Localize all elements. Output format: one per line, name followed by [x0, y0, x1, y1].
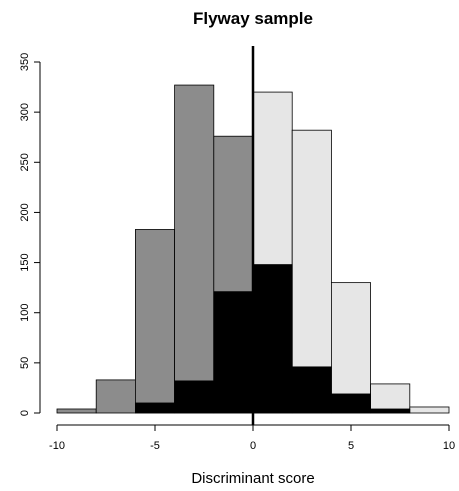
x-axis: -10 -5 0 5 10: [49, 424, 455, 452]
y-tick-label: 100: [19, 304, 31, 322]
x-tick-label: -5: [150, 440, 160, 452]
bar-series3-bin7: [291, 366, 332, 414]
x-axis-label: Discriminant score: [191, 470, 314, 487]
bar-series2-bin7: [291, 129, 332, 414]
bar-series3-bin5: [213, 291, 254, 414]
x-tick-label: 10: [443, 440, 455, 452]
y-tick-label: 350: [19, 53, 31, 71]
y-tick-label: 200: [19, 203, 31, 221]
y-tick-label: 50: [19, 357, 31, 369]
bar-series2-bin10: [409, 406, 450, 414]
bar-series1-bin2: [95, 379, 136, 414]
bars-group: [56, 84, 450, 414]
chart-title: Flyway sample: [193, 9, 313, 28]
x-tick-label: 0: [250, 440, 256, 452]
y-tick-label: 250: [19, 153, 31, 171]
x-tick-label: 5: [348, 440, 354, 452]
y-tick-label: 300: [19, 103, 31, 121]
bar-series1-bin3: [134, 229, 175, 414]
bar-series1-bin4: [174, 84, 215, 414]
bar-series3-bin9: [370, 408, 411, 414]
bar-series1-bin1: [56, 408, 97, 414]
bar-series3-bin4: [174, 380, 215, 414]
x-tick-label: -10: [49, 440, 65, 452]
y-axis: 0 50 100 150 200 250 300 350: [19, 53, 41, 416]
y-tick-label: 0: [19, 410, 31, 416]
y-tick-label: 150: [19, 253, 31, 271]
bar-series2-bin8: [330, 282, 371, 414]
bar-series3-bin6: [252, 264, 293, 414]
bar-series3-bin8: [330, 393, 371, 414]
bar-series3-bin3: [134, 402, 175, 414]
bar-series2-bin9: [370, 383, 411, 414]
